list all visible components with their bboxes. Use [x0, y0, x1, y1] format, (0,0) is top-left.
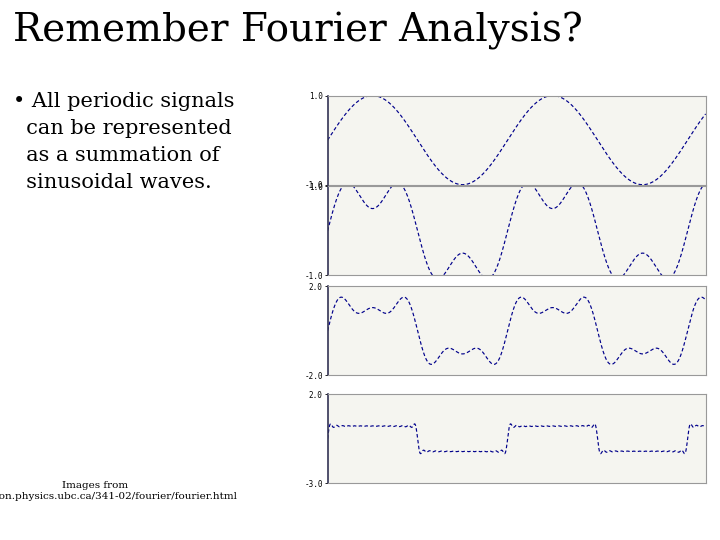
Text: Images from
http://axion.physics.ubc.ca/341-02/fourier/fourier.html: Images from http://axion.physics.ubc.ca/… [0, 481, 238, 501]
Text: • All periodic signals
  can be represented
  as a summation of
  sinusoidal wav: • All periodic signals can be represente… [13, 92, 234, 192]
Text: Remember Fourier Analysis?: Remember Fourier Analysis? [13, 12, 582, 50]
